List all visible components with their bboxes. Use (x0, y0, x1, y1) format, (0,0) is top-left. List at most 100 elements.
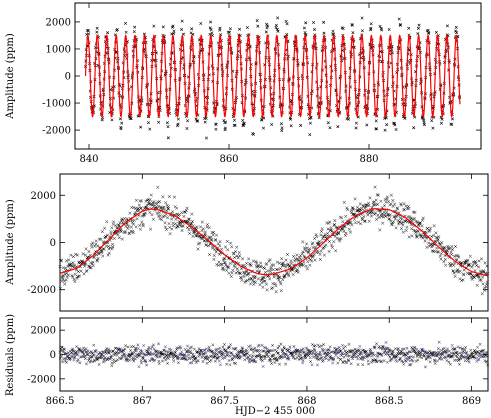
observation-point (454, 25, 458, 29)
observation-point (110, 247, 114, 251)
observation-point (420, 218, 425, 222)
observation-point (110, 242, 115, 246)
observation-point (303, 31, 307, 35)
observation-point (319, 229, 324, 233)
observation-point (92, 255, 96, 260)
observation-point (193, 230, 197, 234)
observation-point (434, 231, 438, 235)
observation-point (110, 118, 114, 122)
observation-point (207, 225, 211, 230)
observation-point (349, 211, 354, 215)
observation-point (434, 30, 438, 34)
observation-point (214, 122, 218, 126)
observation-point (106, 253, 110, 257)
observation-point (281, 278, 285, 282)
observation-point (234, 271, 238, 275)
observation-point (308, 121, 312, 125)
observation-point (384, 200, 388, 204)
observation-point (134, 206, 138, 210)
observation-point (326, 121, 330, 125)
observation-point (442, 260, 446, 264)
observation-point (262, 276, 266, 280)
observation-point (221, 266, 225, 270)
observation-point (174, 217, 178, 221)
observation-point (67, 258, 71, 262)
observation-point (326, 231, 330, 236)
observation-point (145, 203, 149, 207)
observation-point (84, 262, 88, 266)
observation-point (280, 257, 284, 261)
y-tick-label: 0 (50, 238, 56, 249)
observation-point (224, 120, 228, 124)
observation-point (190, 27, 194, 31)
observation-point (388, 213, 392, 217)
observation-point (152, 24, 156, 28)
observation-point (279, 122, 283, 126)
observation-point (157, 120, 161, 124)
observation-point (391, 220, 396, 224)
observation-point (160, 206, 165, 210)
observation-point (336, 125, 340, 129)
observation-point (158, 214, 162, 218)
observation-point (395, 207, 400, 211)
y-tick-label: -2000 (27, 374, 56, 385)
x-tick-label: 840 (79, 154, 98, 165)
observation-point (264, 30, 268, 34)
observation-point (180, 211, 184, 215)
observation-point (158, 200, 162, 204)
observation-point (401, 220, 405, 224)
observation-point (240, 278, 244, 282)
observation-point (284, 258, 288, 262)
observation-point (275, 260, 279, 264)
observation-point (436, 250, 441, 254)
observation-point (219, 263, 223, 267)
observation-point (126, 226, 130, 231)
observation-point (262, 279, 266, 283)
observation-point (251, 279, 255, 283)
observation-point (407, 206, 411, 211)
observation-point (75, 276, 79, 280)
observation-point (61, 277, 65, 281)
observation-point (427, 31, 431, 35)
observation-point (232, 252, 236, 256)
observation-point (238, 271, 242, 276)
observation-point (171, 221, 175, 225)
observation-point (274, 23, 278, 27)
observation-point (312, 20, 316, 25)
observation-point (213, 237, 217, 242)
observation-point (238, 254, 242, 258)
observation-point (315, 235, 319, 239)
observation-point (352, 217, 357, 221)
observation-point (194, 233, 198, 237)
observation-point (243, 272, 247, 276)
observation-point (95, 26, 99, 30)
observation-point (425, 245, 429, 249)
observation-point (376, 193, 380, 197)
observation-point (295, 268, 300, 272)
observation-point (277, 278, 281, 282)
top-axes: 840 860 880 -2000 -1000 0 1000 2000 (42, 3, 481, 165)
observation-point (204, 136, 208, 140)
observation-point (247, 271, 251, 275)
observation-point (105, 220, 109, 224)
observation-point (164, 201, 168, 205)
observation-point (274, 290, 278, 294)
observation-point (106, 31, 110, 35)
observation-point (337, 231, 341, 235)
observation-point (97, 252, 101, 256)
observation-point (217, 260, 221, 264)
observation-point (250, 277, 254, 281)
observation-point (69, 253, 73, 257)
observation-point (335, 236, 339, 240)
observation-point (412, 217, 417, 221)
observation-point (150, 213, 154, 217)
observation-point (195, 225, 199, 229)
observation-point (428, 226, 433, 230)
observation-point (156, 185, 160, 189)
observation-point (194, 117, 198, 121)
observation-point (444, 263, 448, 267)
observation-point (285, 252, 290, 257)
observation-point (260, 277, 264, 281)
observation-point (136, 207, 140, 211)
observation-point (403, 116, 407, 120)
